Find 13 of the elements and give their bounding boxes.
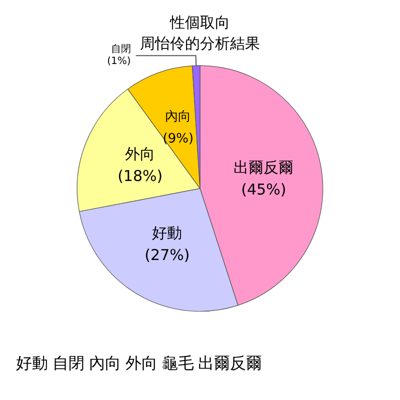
data-label: (27%) — [144, 246, 190, 264]
slice-label: 自閉 — [110, 43, 131, 56]
chart-title: 性個取向 — [169, 14, 230, 32]
data-label: (18%) — [118, 166, 163, 185]
data-label: (45%) — [241, 180, 286, 198]
slice-label: 內向 — [165, 109, 192, 124]
data-label: (9%) — [162, 131, 194, 146]
text: 好動 自閉 內向 外向 龜毛 出爾反爾 — [16, 354, 262, 372]
chart-subtitle: 周怡伶的分析結果 — [140, 34, 260, 52]
slice-label: 好動 — [152, 224, 182, 242]
slice-label: 外向 — [125, 144, 156, 163]
slice-label: 出爾反爾 — [234, 158, 294, 176]
data-label: (1%) — [107, 56, 131, 68]
